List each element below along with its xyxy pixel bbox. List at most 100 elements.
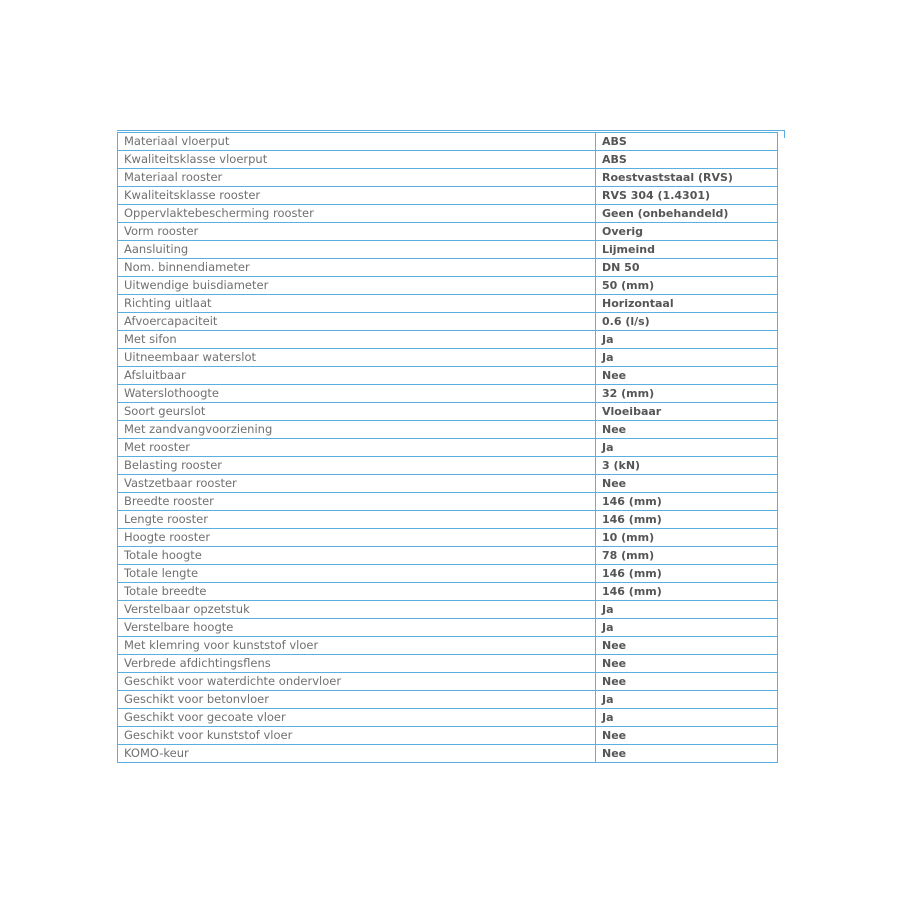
table-row: Geschikt voor waterdichte ondervloer Nee (117, 672, 778, 691)
spec-label: Waterslothoogte (117, 384, 596, 403)
specifications-table: Materiaal vloerput ABS Kwaliteitsklasse vl… (117, 132, 778, 763)
spec-label: KOMO-keur (117, 744, 596, 763)
spec-value: Ja (595, 330, 778, 349)
spec-label: Verstelbaar opzetstuk (117, 600, 596, 619)
spec-label: Afvoercapaciteit (117, 312, 596, 331)
spec-label: Verbrede afdichtingsflens (117, 654, 596, 673)
table-row: Nom. binnendiameter DN 50 (117, 258, 778, 277)
spec-label: Richting uitlaat (117, 294, 596, 313)
spec-label: Geschikt voor kunststof vloer (117, 726, 596, 745)
spec-label: Totale breedte (117, 582, 596, 601)
spec-value: Ja (595, 708, 778, 727)
spec-value: 146 (mm) (595, 564, 778, 583)
spec-label: Aansluiting (117, 240, 596, 259)
spec-value: ABS (595, 132, 778, 151)
spec-value: Ja (595, 618, 778, 637)
spec-value: 146 (mm) (595, 492, 778, 511)
table-row: Vastzetbaar rooster Nee (117, 474, 778, 493)
spec-value: Nee (595, 366, 778, 385)
table-row: Met rooster Ja (117, 438, 778, 457)
table-row: Geschikt voor betonvloer Ja (117, 690, 778, 709)
table-row: Kwaliteitsklasse vloerput ABS (117, 150, 778, 169)
table-row: Uitwendige buisdiameter 50 (mm) (117, 276, 778, 295)
table-row: Aansluiting Lijmeind (117, 240, 778, 259)
table-row: Vorm rooster Overig (117, 222, 778, 241)
spec-value: 10 (mm) (595, 528, 778, 547)
table-row: Oppervlaktebescherming rooster Geen (onbe… (117, 204, 778, 223)
spec-label: Belasting rooster (117, 456, 596, 475)
spec-label: Met rooster (117, 438, 596, 457)
spec-label: Vastzetbaar rooster (117, 474, 596, 493)
spec-value: Nee (595, 654, 778, 673)
spec-label: Nom. binnendiameter (117, 258, 596, 277)
spec-label: Geschikt voor gecoate vloer (117, 708, 596, 727)
table-row: Verbrede afdichtingsflens Nee (117, 654, 778, 673)
spec-value: 146 (mm) (595, 582, 778, 601)
spec-value: Ja (595, 690, 778, 709)
table-row: Verstelbare hoogte Ja (117, 618, 778, 637)
spec-value: Nee (595, 420, 778, 439)
spec-label: Lengte rooster (117, 510, 596, 529)
table-top-rule-end (784, 130, 785, 138)
spec-value: ABS (595, 150, 778, 169)
table-row: Uitneembaar waterslot Ja (117, 348, 778, 367)
spec-value: Ja (595, 348, 778, 367)
spec-value: Horizontaal (595, 294, 778, 313)
spec-label: Materiaal vloerput (117, 132, 596, 151)
spec-value: Nee (595, 744, 778, 763)
table-row: Met klemring voor kunststof vloer Nee (117, 636, 778, 655)
spec-label: Kwaliteitsklasse rooster (117, 186, 596, 205)
spec-value: 78 (mm) (595, 546, 778, 565)
spec-value: DN 50 (595, 258, 778, 277)
table-row: Soort geurslot Vloeibaar (117, 402, 778, 421)
spec-value: 146 (mm) (595, 510, 778, 529)
spec-value: Roestvaststaal (RVS) (595, 168, 778, 187)
spec-value: Nee (595, 672, 778, 691)
spec-label: Vorm rooster (117, 222, 596, 241)
table-row: Met sifon Ja (117, 330, 778, 349)
spec-label: Hoogte rooster (117, 528, 596, 547)
spec-label: Afsluitbaar (117, 366, 596, 385)
spec-label: Geschikt voor betonvloer (117, 690, 596, 709)
table-row: Breedte rooster 146 (mm) (117, 492, 778, 511)
spec-label: Totale lengte (117, 564, 596, 583)
spec-value: Nee (595, 474, 778, 493)
table-row: Belasting rooster 3 (kN) (117, 456, 778, 475)
table-row: Waterslothoogte 32 (mm) (117, 384, 778, 403)
spec-label: Oppervlaktebescherming rooster (117, 204, 596, 223)
spec-label: Soort geurslot (117, 402, 596, 421)
table-row: Totale hoogte 78 (mm) (117, 546, 778, 565)
spec-label: Uitneembaar waterslot (117, 348, 596, 367)
spec-value: Lijmeind (595, 240, 778, 259)
spec-value: Ja (595, 438, 778, 457)
table-row: Afvoercapaciteit 0.6 (l/s) (117, 312, 778, 331)
table-row: Lengte rooster 146 (mm) (117, 510, 778, 529)
spec-label: Kwaliteitsklasse vloerput (117, 150, 596, 169)
spec-value: Geen (onbehandeld) (595, 204, 778, 223)
table-row: Afsluitbaar Nee (117, 366, 778, 385)
table-row: Kwaliteitsklasse rooster RVS 304 (1.4301) (117, 186, 778, 205)
table-row: Totale lengte 146 (mm) (117, 564, 778, 583)
table-row: Met zandvangvoorziening Nee (117, 420, 778, 439)
spec-label: Uitwendige buisdiameter (117, 276, 596, 295)
spec-label: Verstelbare hoogte (117, 618, 596, 637)
spec-value: Ja (595, 600, 778, 619)
spec-value: Nee (595, 636, 778, 655)
table-row: Geschikt voor kunststof vloer Nee (117, 726, 778, 745)
spec-value: RVS 304 (1.4301) (595, 186, 778, 205)
spec-label: Materiaal rooster (117, 168, 596, 187)
spec-value: 50 (mm) (595, 276, 778, 295)
specifications-body: Materiaal vloerput ABS Kwaliteitsklasse vl… (117, 132, 778, 763)
table-row: Hoogte rooster 10 (mm) (117, 528, 778, 547)
spec-value: Vloeibaar (595, 402, 778, 421)
spec-value: 0.6 (l/s) (595, 312, 778, 331)
table-row: Richting uitlaat Horizontaal (117, 294, 778, 313)
table-row: Totale breedte 146 (mm) (117, 582, 778, 601)
spec-label: Geschikt voor waterdichte ondervloer (117, 672, 596, 691)
table-top-rule (117, 130, 785, 131)
spec-value: Overig (595, 222, 778, 241)
spec-value: 3 (kN) (595, 456, 778, 475)
table-row: KOMO-keur Nee (117, 744, 778, 763)
spec-value: Nee (595, 726, 778, 745)
table-row: Materiaal rooster Roestvaststaal (RVS) (117, 168, 778, 187)
